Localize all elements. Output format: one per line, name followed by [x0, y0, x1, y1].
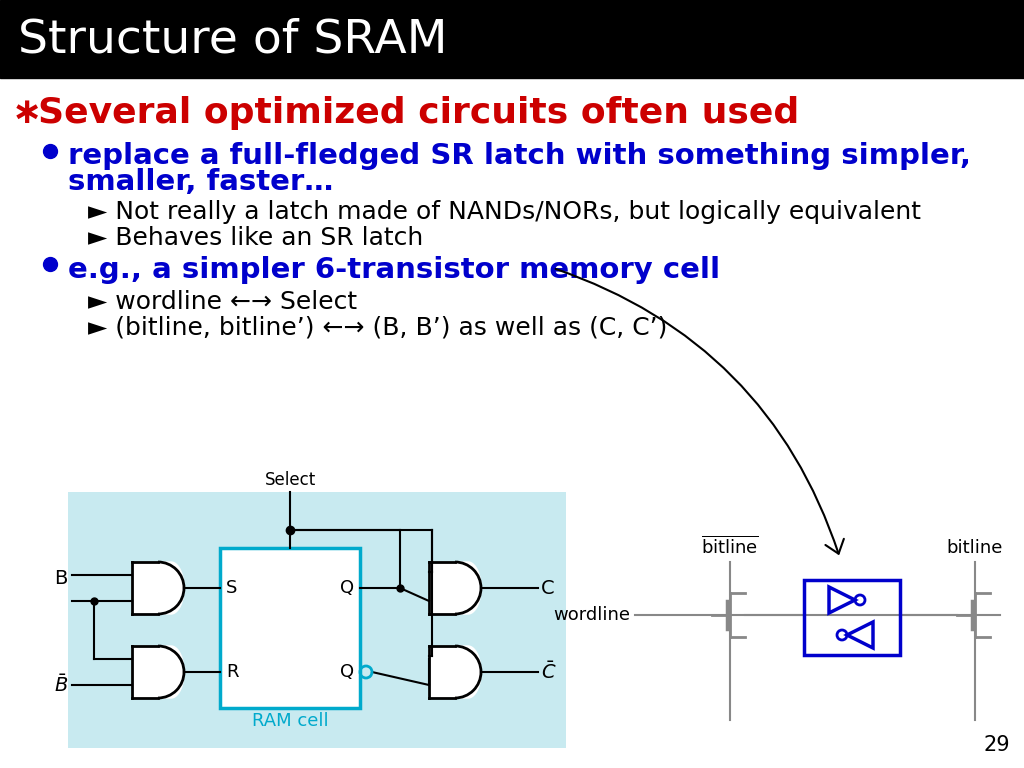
Text: Q: Q	[340, 663, 354, 681]
Text: Select: Select	[264, 471, 315, 489]
Bar	[68, 492, 566, 748]
Text: S: S	[226, 579, 238, 597]
Text: ∗: ∗	[12, 96, 42, 130]
Text: wordline: wordline	[553, 606, 630, 624]
Text: $\bar{B}$: $\bar{B}$	[54, 674, 68, 696]
Polygon shape	[429, 562, 481, 614]
Text: Structure of SRAM: Structure of SRAM	[18, 18, 447, 62]
Text: $\overline{\mathrm{bitline}}$: $\overline{\mathrm{bitline}}$	[701, 535, 759, 557]
Polygon shape	[429, 646, 481, 698]
Text: Several optimized circuits often used: Several optimized circuits often used	[38, 96, 800, 130]
Polygon shape	[132, 646, 184, 698]
Text: bitline: bitline	[947, 539, 1004, 557]
Text: ► Not really a latch made of NANDs/NORs, but logically equivalent: ► Not really a latch made of NANDs/NORs,…	[88, 200, 921, 224]
Text: $\bar{C}$: $\bar{C}$	[541, 661, 557, 683]
Text: ► (bitline, bitline’) ←→ (B, B’) as well as (C, C’): ► (bitline, bitline’) ←→ (B, B’) as well…	[88, 316, 668, 340]
Text: 29: 29	[983, 735, 1010, 755]
Text: replace a full-fledged SR latch with something simpler,: replace a full-fledged SR latch with som…	[68, 142, 971, 170]
Text: B: B	[54, 568, 68, 588]
Text: ► Behaves like an SR latch: ► Behaves like an SR latch	[88, 226, 423, 250]
Text: ► wordline ←→ Select: ► wordline ←→ Select	[88, 290, 357, 314]
Text: C: C	[541, 578, 555, 598]
Text: smaller, faster…: smaller, faster…	[68, 168, 334, 196]
Text: R: R	[226, 663, 239, 681]
FancyArrowPatch shape	[556, 269, 844, 554]
Text: e.g., a simpler 6-transistor memory cell: e.g., a simpler 6-transistor memory cell	[68, 256, 720, 284]
Bar	[804, 580, 900, 655]
Bar	[0, 0, 1024, 78]
Polygon shape	[132, 562, 184, 614]
Bar	[220, 548, 360, 708]
Text: RAM cell: RAM cell	[252, 712, 329, 730]
Text: Q: Q	[340, 579, 354, 597]
